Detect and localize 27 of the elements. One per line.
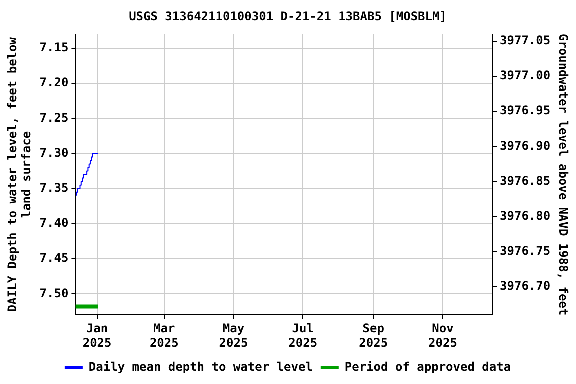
y2-tick-label: 3977.00 <box>500 68 551 83</box>
y-tick-label: 7.45 <box>40 251 69 266</box>
x-tick-label: Jul 2025 <box>288 322 318 350</box>
x-tick-label: Nov 2025 <box>428 322 458 350</box>
y-tick-label: 7.40 <box>40 216 69 230</box>
chart-title: USGS 313642110100301 D-21-21 13BAB5 [MOSBLM] <box>129 9 447 24</box>
y2-tick-label: 3977.05 <box>500 34 551 48</box>
y2-tick-label: 3976.90 <box>500 138 551 153</box>
y2-tick-label: 3976.95 <box>500 104 551 118</box>
y-axis-title: DAILY Depth to water level, feet below land surface <box>5 36 34 312</box>
y-tick-label: 7.35 <box>40 180 69 195</box>
x-tick-label: Mar 2025 <box>150 322 179 350</box>
legend-label: Period of approved data <box>344 360 512 374</box>
x-tick-label: Jan 2025 <box>82 322 112 350</box>
y-tick-label: 7.50 <box>40 286 69 300</box>
y2-axis-title: Groundwater level above NAVD 1988, feet <box>556 34 571 316</box>
x-tick-label: May 2025 <box>219 322 248 350</box>
y2-tick-label: 3976.70 <box>500 279 551 294</box>
y-tick-label: 7.30 <box>40 146 69 160</box>
x-tick-label: Sep 2025 <box>359 322 388 350</box>
y-tick-label: 7.15 <box>40 40 69 55</box>
legend-label: Daily mean depth to water level <box>88 360 313 374</box>
y-tick-label: 7.20 <box>40 76 69 90</box>
y2-tick-label: 3976.75 <box>500 244 551 258</box>
y2-tick-label: 3976.85 <box>500 174 551 188</box>
y-tick-label: 7.25 <box>40 110 69 125</box>
y2-tick-label: 3976.80 <box>500 209 551 224</box>
